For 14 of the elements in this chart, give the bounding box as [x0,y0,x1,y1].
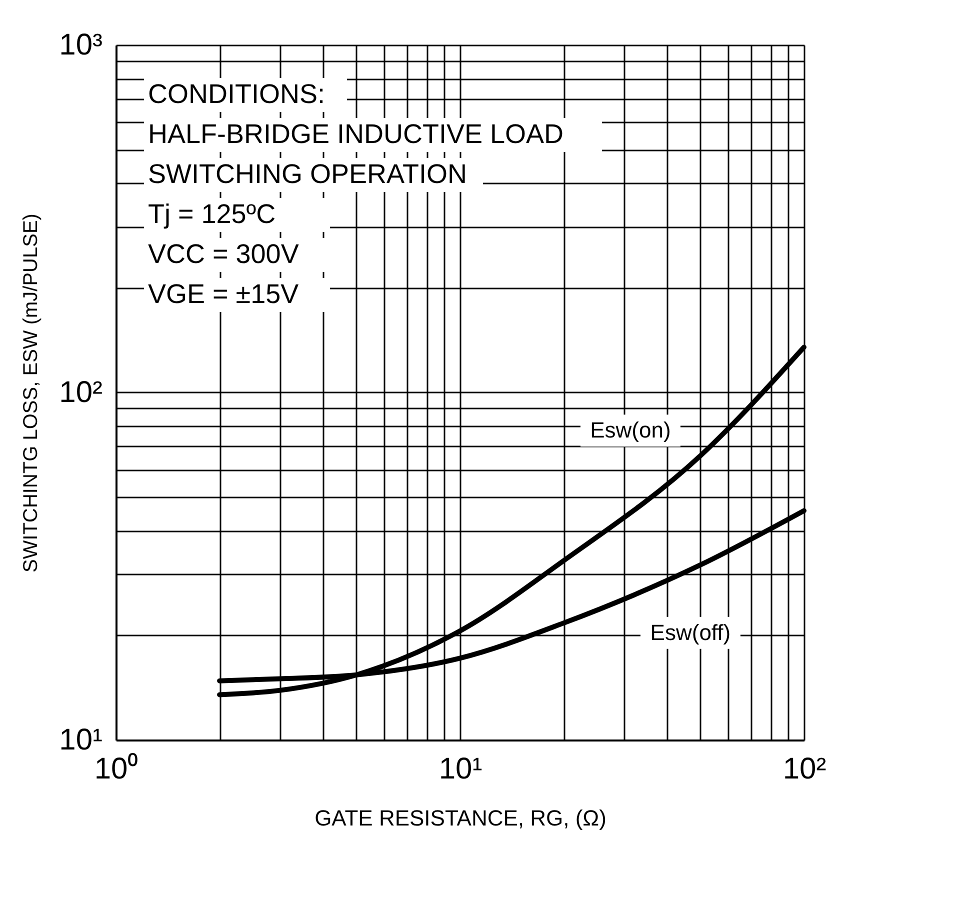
annotation: HALF-BRIDGE INDUCTIVE LOAD [148,119,564,149]
y-axis-title: SWITCHINTG LOSS, ESW (mJ/PULSE) [20,214,42,572]
x-tick-label: 10¹ [438,752,482,786]
x-tick-label: 10² [782,752,826,786]
annotation: VCC = 300V [148,239,299,269]
series-label: Esw(on) [590,418,671,443]
annotation: VGE = ±15V [148,279,299,309]
series-label: Esw(off) [650,620,731,645]
annotation: Tj = 125ºC [148,199,276,229]
y-tick-label: 10³ [59,28,103,62]
y-tick-label: 10² [59,376,103,409]
annotation: CONDITIONS: [148,79,326,109]
annotation: SWITCHING OPERATION [148,159,468,189]
x-axis-title: GATE RESISTANCE, RG, (Ω) [314,806,606,830]
